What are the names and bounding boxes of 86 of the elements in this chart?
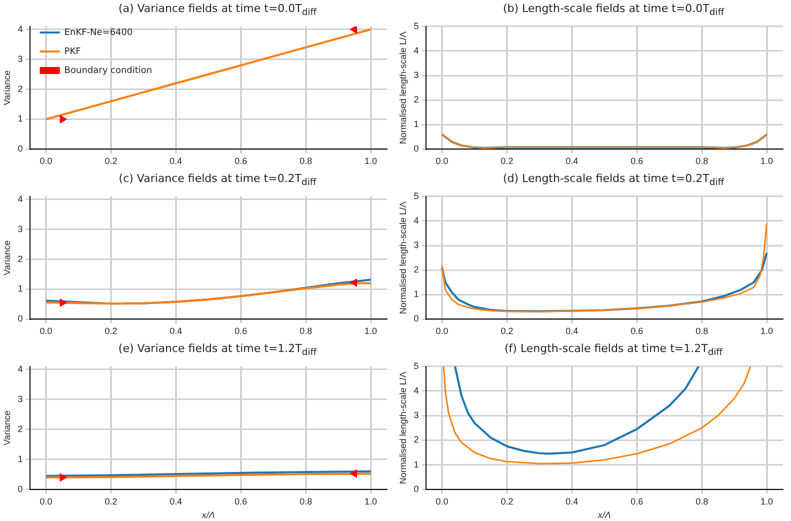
x-tick-label: 0.4	[170, 326, 182, 336]
y-axis-title: Variance	[2, 410, 12, 446]
y-tick-label: 1	[414, 289, 419, 300]
y-tick-label: 5	[414, 360, 419, 371]
y-tick-label: 4	[414, 215, 419, 226]
x-axis-title: x/Λ	[596, 510, 611, 520]
x-tick-label: 0.0	[40, 496, 52, 506]
legend-label: Boundary condition	[64, 66, 152, 76]
x-tick-label: 0.0	[40, 156, 52, 166]
x-tick-label: 0.8	[300, 156, 312, 166]
y-tick-label: 4	[414, 45, 419, 56]
y-tick-label: 0	[18, 484, 23, 494]
y-tick-label: 1	[414, 119, 419, 130]
legend-label: EnKF-Ne=6400	[64, 28, 134, 38]
y-tick-label: 0	[18, 314, 23, 324]
y-tick-label: 3	[414, 240, 419, 250]
y-tick-label: 1	[18, 284, 23, 294]
x-tick-label: 0.0	[436, 496, 448, 506]
x-tick-label: 0.2	[104, 326, 118, 336]
x-tick-label: 0.2	[500, 496, 514, 506]
y-tick-label: 1	[18, 114, 23, 124]
y-tick-label: 4	[18, 24, 23, 34]
x-tick-label: 1.0	[760, 326, 774, 336]
y-axis-title: Normalised length-scale L/Λ	[398, 32, 408, 144]
y-tick-label: 2	[414, 94, 419, 105]
y-tick-label: 0	[414, 484, 419, 494]
chart-title: (a) Variance fields at time t=0.0T$_{diff}$	[117, 1, 318, 18]
x-tick-label: 0.6	[234, 496, 248, 506]
y-axis-title: Variance	[2, 240, 12, 276]
x-tick-label: 0.0	[436, 326, 448, 336]
x-tick-label: 0.4	[170, 156, 182, 166]
x-tick-label: 1.0	[760, 496, 774, 506]
x-tick-label: 1.0	[364, 326, 378, 336]
y-tick-label: 3	[18, 394, 23, 404]
y-tick-label: 5	[414, 190, 419, 201]
x-tick-label: 0.4	[170, 496, 182, 506]
x-tick-label: 0.8	[696, 496, 708, 506]
y-tick-label: 0	[18, 144, 23, 154]
y-tick-label: 3	[18, 224, 23, 234]
x-tick-label: 0.6	[630, 496, 644, 506]
y-tick-label: 0	[414, 144, 419, 154]
x-tick-label: 0.6	[234, 326, 248, 336]
x-tick-label: 0.6	[630, 326, 644, 336]
y-tick-label: 2	[414, 434, 419, 445]
y-tick-label: 0	[414, 314, 419, 324]
chart-title: (f) Length-scale fields at time t=1.2T$_{diff}$	[504, 341, 724, 358]
y-tick-label: 2	[18, 84, 23, 94]
x-tick-label: 0.8	[300, 496, 312, 506]
x-tick-label: 0.2	[500, 156, 514, 166]
y-tick-label: 2	[18, 254, 23, 264]
x-tick-label: 0.0	[436, 156, 448, 166]
x-tick-label: 0.0	[40, 326, 52, 336]
x-tick-label: 1.0	[760, 156, 774, 166]
y-axis-title: Normalised length-scale L/Λ	[398, 372, 408, 484]
x-tick-label: 0.8	[696, 326, 708, 336]
x-tick-label: 0.2	[104, 156, 118, 166]
legend-label: PKF	[64, 46, 81, 57]
chart-title: (c) Variance fields at time t=0.2T$_{diff}$	[118, 171, 318, 188]
x-tick-label: 0.6	[234, 156, 248, 166]
x-tick-label: 0.6	[630, 156, 644, 166]
y-tick-label: 4	[18, 194, 23, 204]
y-tick-label: 1	[414, 459, 419, 470]
x-tick-label: 0.4	[566, 326, 578, 336]
y-axis-title: Normalised length-scale L/Λ	[398, 202, 408, 314]
x-tick-label: 0.4	[566, 156, 578, 166]
x-tick-label: 0.8	[696, 156, 708, 166]
x-tick-label: 1.0	[364, 156, 378, 166]
y-axis-title: Variance	[2, 70, 12, 106]
x-tick-label: 0.4	[566, 496, 578, 506]
chart-title: (e) Variance fields at time t=1.2T$_{diff}$	[117, 341, 318, 358]
x-tick-label: 0.2	[500, 326, 514, 336]
x-tick-label: 0.2	[104, 496, 118, 506]
y-tick-label: 2	[414, 264, 419, 275]
y-tick-label: 1	[18, 454, 23, 464]
y-tick-label: 4	[18, 364, 23, 374]
y-tick-label: 3	[18, 54, 23, 64]
y-tick-label: 3	[414, 410, 419, 420]
y-tick-label: 3	[414, 70, 419, 80]
y-tick-label: 4	[414, 385, 419, 396]
x-tick-label: 1.0	[364, 496, 378, 506]
chart-title: (d) Length-scale fields at time t=0.2T$_{diff}$	[502, 171, 726, 188]
y-tick-label: 5	[414, 20, 419, 31]
x-tick-label: 0.8	[300, 326, 312, 336]
x-axis-title: x/Λ	[200, 510, 215, 520]
y-tick-label: 2	[18, 424, 23, 434]
chart-title: (b) Length-scale fields at time t=0.0T$_{diff}$	[502, 1, 726, 18]
